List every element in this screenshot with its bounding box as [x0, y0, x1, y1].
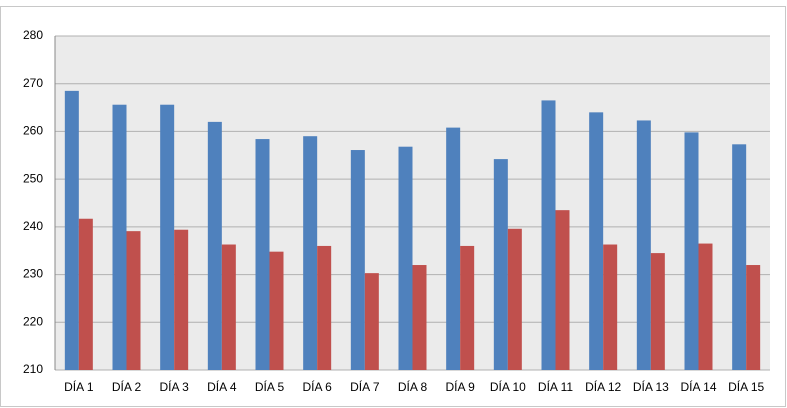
bar	[636, 120, 651, 370]
bar	[317, 245, 332, 370]
bar	[698, 243, 713, 370]
bar	[207, 121, 222, 370]
bar	[221, 244, 236, 370]
x-tick-label: DÍA 9	[445, 379, 475, 394]
bar	[303, 136, 318, 370]
x-tick-label: DÍA 13	[633, 379, 669, 394]
bar	[746, 265, 761, 370]
x-tick-label: DÍA 1	[64, 379, 94, 394]
bar	[269, 251, 284, 370]
y-tick-label: 240	[23, 219, 43, 233]
bar	[64, 90, 79, 370]
x-tick-label: DÍA 11	[538, 379, 573, 394]
bar	[493, 159, 508, 370]
bar	[684, 132, 699, 370]
bar	[78, 218, 93, 370]
y-tick-label: 270	[23, 76, 43, 90]
bar	[446, 127, 461, 371]
x-tick-label: DÍA 2	[112, 379, 142, 394]
y-tick-label: 260	[23, 124, 43, 138]
x-tick-label: DÍA 8	[398, 379, 428, 394]
x-tick-label: DÍA 14	[680, 379, 716, 394]
bar	[650, 253, 665, 370]
y-tick-label: 250	[23, 171, 43, 185]
x-tick-label: DÍA 10	[490, 379, 526, 394]
y-tick-label: 230	[23, 267, 43, 281]
x-tick-label: DÍA 4	[207, 379, 237, 394]
bar	[350, 150, 365, 370]
y-tick-label: 280	[23, 28, 43, 42]
bar	[398, 146, 413, 370]
bar	[507, 228, 522, 370]
x-tick-label: DÍA 5	[255, 379, 285, 394]
x-tick-label: DÍA 12	[585, 379, 621, 394]
bar	[160, 104, 175, 371]
x-tick-label: DÍA 6	[302, 379, 332, 394]
bar	[589, 112, 604, 370]
bar	[732, 144, 747, 370]
bar	[364, 273, 379, 370]
bar	[412, 265, 427, 370]
bar	[460, 245, 475, 370]
y-tick-label: 210	[23, 362, 43, 376]
bar	[126, 231, 141, 370]
bar	[112, 104, 127, 371]
bar	[603, 244, 618, 370]
y-tick-label: 220	[23, 314, 43, 328]
x-tick-label: DÍA 15	[728, 379, 764, 394]
bar	[541, 100, 556, 371]
bar	[555, 210, 570, 370]
bar	[174, 229, 189, 370]
bar	[255, 139, 270, 370]
x-tick-label: DÍA 7	[350, 379, 380, 394]
x-tick-label: DÍA 3	[159, 379, 189, 394]
